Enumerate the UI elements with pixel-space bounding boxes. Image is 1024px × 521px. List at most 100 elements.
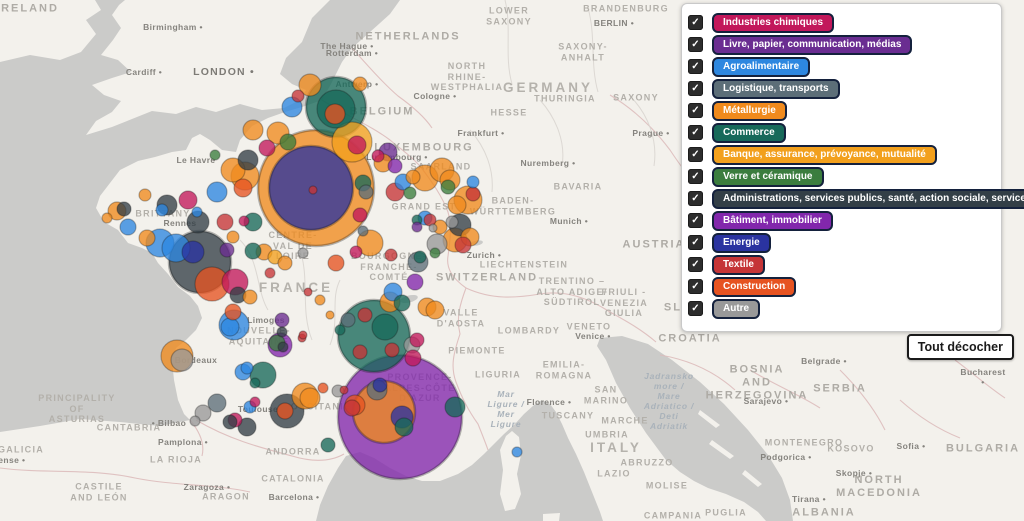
legend-checkbox-construction[interactable]: ✓ (688, 279, 703, 294)
bubble-verre[interactable] (440, 179, 456, 195)
legend-checkbox-logistique[interactable]: ✓ (688, 81, 703, 96)
legend-checkbox-admin[interactable]: ✓ (688, 191, 703, 206)
bubble-chimie[interactable] (178, 190, 198, 210)
bubble-agro[interactable] (466, 175, 480, 189)
bubble-metallurgie[interactable] (138, 188, 152, 202)
bubble-textile[interactable] (298, 330, 308, 340)
bubble-chimie[interactable] (238, 215, 250, 227)
bubble-chimie[interactable] (249, 396, 261, 408)
bubble-autre[interactable] (194, 404, 212, 422)
legend-chip-agro[interactable]: Agroalimentaire (712, 56, 811, 77)
bubble-metallurgie[interactable] (242, 289, 258, 305)
bubble-textile[interactable] (357, 307, 373, 323)
bubble-admin[interactable] (237, 149, 259, 171)
bubble-commerce[interactable] (444, 396, 466, 418)
bubble-textile[interactable] (454, 236, 472, 254)
bubble-autre[interactable] (428, 223, 438, 233)
bubble-agro[interactable] (191, 206, 203, 218)
bubble-textile[interactable] (352, 344, 368, 360)
bubble-agro[interactable] (206, 181, 228, 203)
bubble-metallurgie[interactable] (242, 119, 264, 141)
legend-checkbox-energie[interactable]: ✓ (688, 235, 703, 250)
bubble-livre[interactable] (219, 242, 235, 258)
uncheck-all-button[interactable]: Tout décocher (906, 334, 1014, 360)
legend-checkbox-banque[interactable]: ✓ (688, 147, 703, 162)
legend-chip-commerce[interactable]: Commerce (712, 122, 786, 143)
legend-chip-chimie[interactable]: Industries chimiques (712, 12, 835, 33)
bubble-autre[interactable] (297, 247, 309, 259)
bubble-commerce[interactable] (244, 242, 262, 260)
bubble-metallurgie[interactable] (352, 76, 368, 92)
bubble-admin[interactable] (222, 414, 238, 430)
bubble-construction[interactable] (324, 103, 346, 125)
bubble-logistique[interactable] (358, 184, 374, 200)
bubble-metallurgie[interactable] (101, 212, 113, 224)
bubble-commerce[interactable] (249, 377, 261, 389)
bubble-construction[interactable] (317, 382, 329, 394)
bubble-admin[interactable] (237, 417, 257, 437)
legend-chip-metallurgie[interactable]: Métallurgie (712, 100, 787, 121)
bubble-agro[interactable] (119, 218, 137, 236)
bubble-commerce[interactable] (334, 324, 346, 336)
bubble-metallurgie[interactable] (277, 255, 293, 271)
bubble-commerce[interactable] (413, 250, 427, 264)
bubble-agro[interactable] (511, 446, 523, 458)
bubble-metallurgie[interactable] (314, 294, 326, 306)
bubble-autre[interactable] (170, 348, 194, 372)
bubble-textile[interactable] (264, 267, 276, 279)
bubble-autre[interactable] (445, 215, 459, 229)
legend-chip-verre[interactable]: Verre et céramique (712, 166, 824, 187)
legend-chip-construction[interactable]: Construction (712, 276, 797, 297)
bubble-metallurgie[interactable] (447, 195, 467, 215)
legend-checkbox-commerce[interactable]: ✓ (688, 125, 703, 140)
bubble-verre[interactable] (209, 149, 221, 161)
legend-chip-admin[interactable]: Administrations, services publics, santé… (712, 188, 1024, 209)
bubble-metallurgie[interactable] (299, 387, 321, 409)
bubble-textile[interactable] (465, 186, 481, 202)
bubble-energie[interactable] (372, 377, 388, 393)
bubble-textile[interactable] (303, 287, 313, 297)
legend-checkbox-livre[interactable]: ✓ (688, 37, 703, 52)
bubble-agro[interactable] (155, 203, 169, 217)
bubble-agro[interactable] (220, 317, 240, 337)
bubble-metallurgie[interactable] (298, 73, 322, 97)
legend-chip-livre[interactable]: Livre, papier, communication, médias (712, 34, 913, 55)
bubble-metallurgie[interactable] (356, 229, 384, 257)
legend-checkbox-agro[interactable]: ✓ (688, 59, 703, 74)
bubble-chimie[interactable] (409, 332, 425, 348)
bubble-agro[interactable] (240, 361, 254, 375)
bubble-chimie[interactable] (349, 245, 363, 259)
bubble-chimie[interactable] (347, 135, 367, 155)
legend-checkbox-textile[interactable]: ✓ (688, 257, 703, 272)
legend-chip-logistique[interactable]: Logistique, transports (712, 78, 840, 99)
bubble-admin[interactable] (277, 341, 289, 353)
bubble-textile[interactable] (384, 248, 398, 262)
bubble-logistique[interactable] (357, 225, 369, 237)
legend-checkbox-verre[interactable]: ✓ (688, 169, 703, 184)
bubble-metallurgie[interactable] (425, 300, 445, 320)
bubble-construction[interactable] (276, 402, 294, 420)
legend-chip-energie[interactable]: Energie (712, 232, 771, 253)
bubble-verre[interactable] (403, 186, 417, 200)
bubble-chimie[interactable] (258, 139, 276, 157)
bubble-chimie[interactable] (352, 207, 368, 223)
legend-chip-batiment[interactable]: Bâtiment, immobilier (712, 210, 833, 231)
bubble-energie[interactable] (181, 240, 205, 264)
bubble-metallurgie[interactable] (405, 169, 421, 185)
bubble-livre[interactable] (411, 221, 423, 233)
bubble-logistique[interactable] (340, 312, 356, 328)
bubble-logistique[interactable] (207, 393, 227, 413)
legend-checkbox-batiment[interactable]: ✓ (688, 213, 703, 228)
bubble-textile[interactable] (384, 342, 400, 358)
bubble-textile[interactable] (339, 385, 349, 395)
bubble-metallurgie[interactable] (226, 230, 240, 244)
bubble-chimie[interactable] (371, 149, 385, 163)
bubble-metallurgie[interactable] (325, 310, 335, 320)
legend-chip-autre[interactable]: Autre (712, 298, 761, 319)
bubble-admin[interactable] (116, 201, 132, 217)
bubble-metallurgie[interactable] (138, 229, 156, 247)
bubble-construction[interactable] (224, 303, 242, 321)
bubble-construction[interactable] (327, 254, 345, 272)
bubble-commerce[interactable] (371, 313, 399, 341)
bubble-construction[interactable] (233, 178, 253, 198)
